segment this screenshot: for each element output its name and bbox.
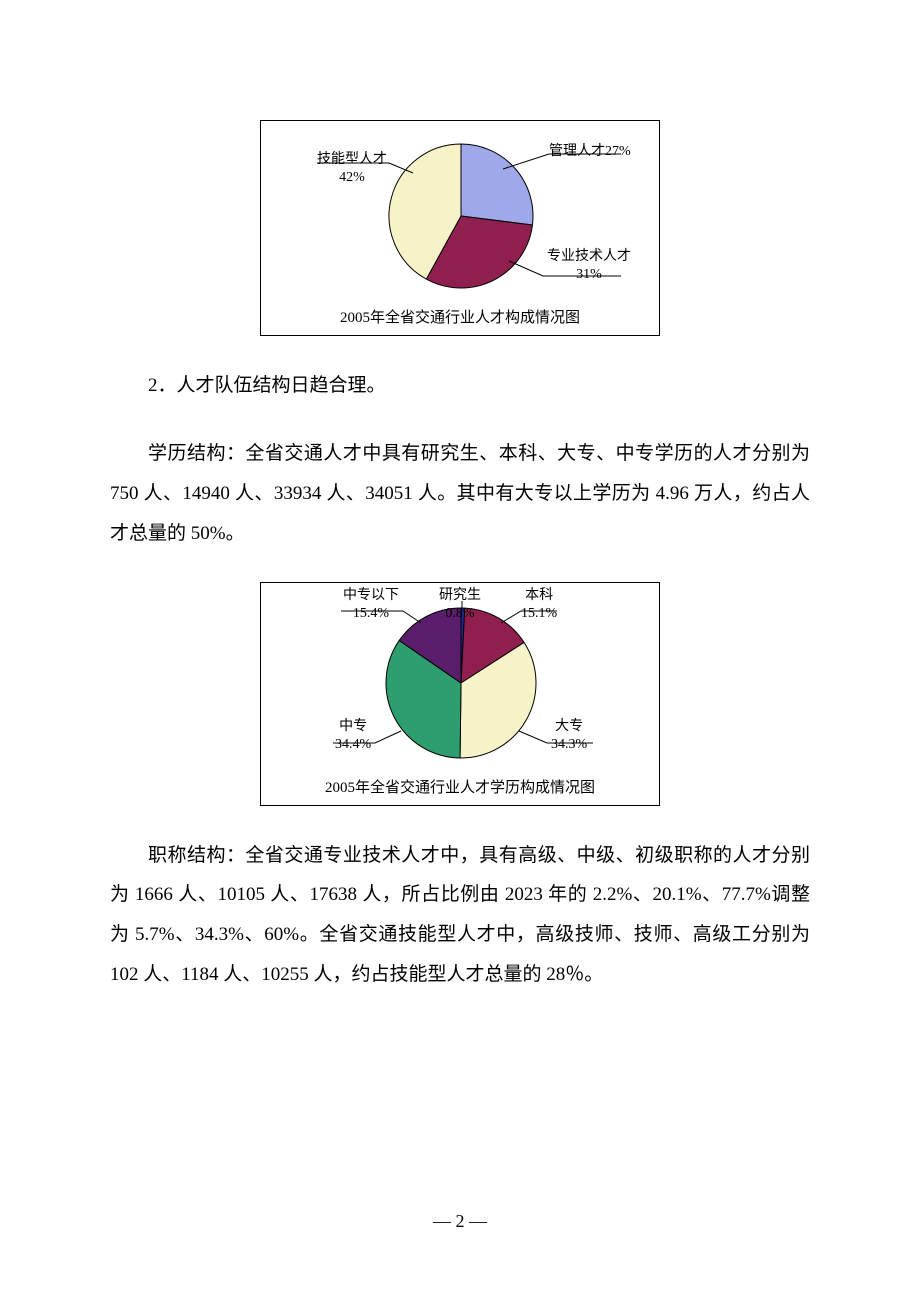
chart2-caption: 2005年全省交通行业人才学历构成情况图 — [261, 770, 659, 805]
chart1-caption: 2005年全省交通行业人才构成情况图 — [261, 300, 659, 335]
paragraph-education: 学历结构：全省交通人才中具有研究生、本科、大专、中专学历的人才分别为 750 人… — [110, 434, 810, 554]
chart1-slice-0 — [461, 144, 533, 225]
chart1-label-0: 管理人才27% — [549, 143, 631, 161]
chart1-label-2: 技能型人才42% — [317, 151, 387, 187]
chart2-label-2: 大专34.3% — [551, 718, 587, 754]
chart1-label-1: 专业技术人才31% — [547, 248, 631, 284]
paragraph-title: 职称结构：全省交通专业技术人才中，具有高级、中级、初级职称的人才分别为 1666… — [110, 836, 810, 996]
chart2-label-3: 中专34.4% — [335, 718, 371, 754]
chart2-label-4: 中专以下15.4% — [343, 587, 399, 623]
chart2-label-0: 研究生0.8% — [439, 587, 481, 623]
page-number: — 2 — — [0, 1211, 920, 1232]
chart2-label-1: 本科15.1% — [521, 587, 557, 623]
chart1-box: 2005年全省交通行业人才构成情况图 管理人才27% 专业技术人才31% 技能型人才… — [260, 120, 660, 336]
chart2-box: 2005年全省交通行业人才学历构成情况图 研究生0.8% 本科15.1% 大专34.… — [260, 582, 660, 806]
paragraph-heading-2: 2．人才队伍结构日趋合理。 — [110, 366, 810, 406]
